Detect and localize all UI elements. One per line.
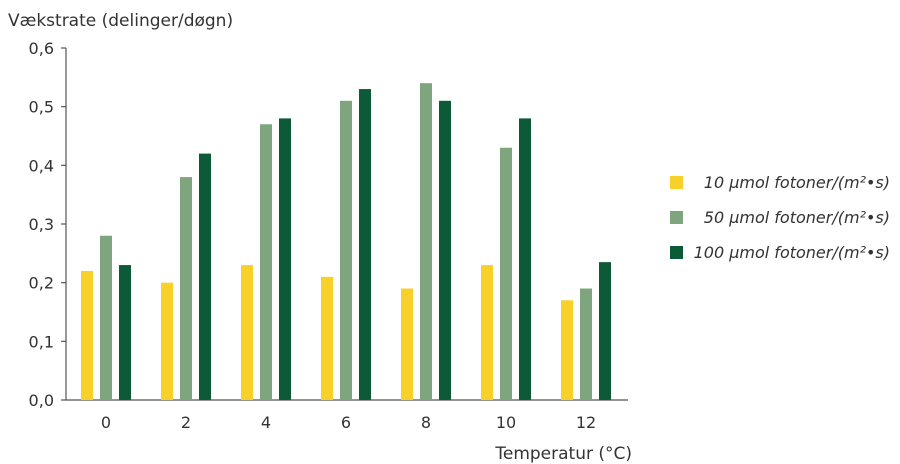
x-tick-label: 2 [181, 413, 191, 432]
bar [199, 153, 211, 400]
bar [420, 83, 432, 400]
bar [340, 100, 352, 401]
bar [580, 288, 592, 400]
bar [180, 177, 192, 400]
bar [81, 270, 93, 400]
y-tick-label: 0,4 [29, 156, 54, 175]
bar [161, 282, 173, 400]
x-tick-label: 12 [576, 413, 596, 432]
legend-swatch [670, 246, 683, 259]
bar [401, 288, 413, 400]
y-tick-label: 0,6 [29, 39, 54, 58]
bar [321, 276, 333, 400]
bar [481, 265, 493, 400]
x-tick-label: 0 [101, 413, 111, 432]
y-tick-label: 0,1 [29, 332, 54, 351]
bar [279, 118, 291, 401]
bar [119, 265, 131, 400]
bar [519, 118, 531, 401]
y-tick-label: 0,0 [29, 391, 54, 410]
x-axis-label: Temperatur (°C) [494, 444, 632, 464]
bars [81, 83, 611, 401]
x-tick-label: 10 [496, 413, 516, 432]
bar [359, 89, 371, 401]
x-tick-label: 4 [261, 413, 271, 432]
legend-label: 100 μmol fotoner/(m²•s) [694, 243, 890, 262]
bar [500, 147, 512, 400]
bar [599, 262, 611, 400]
y-axis-label: Vækstrate (delinger/døgn) [8, 11, 233, 31]
y-tick-label: 0,2 [29, 274, 54, 293]
y-ticks: 0,0 0,1 0,2 0,3 0,4 0,5 0,6 [29, 39, 66, 410]
y-tick-label: 0,5 [29, 98, 54, 117]
legend-label: 50 μmol fotoner/(m²•s) [704, 208, 890, 227]
bar [241, 265, 253, 400]
x-tick-label: 8 [421, 413, 431, 432]
x-tick-label: 6 [341, 413, 351, 432]
legend: 10 μmol fotoner/(m²•s) 50 μmol fotoner/(m… [670, 173, 890, 262]
x-ticks: 0 2 4 6 8 10 12 [101, 413, 596, 432]
bar [561, 300, 573, 400]
legend-swatch [670, 211, 683, 224]
legend-swatch [670, 176, 683, 189]
bar [439, 100, 451, 401]
legend-label: 10 μmol fotoner/(m²•s) [704, 173, 890, 192]
y-tick-label: 0,3 [29, 215, 54, 234]
bar [100, 235, 112, 400]
bar [260, 124, 272, 401]
